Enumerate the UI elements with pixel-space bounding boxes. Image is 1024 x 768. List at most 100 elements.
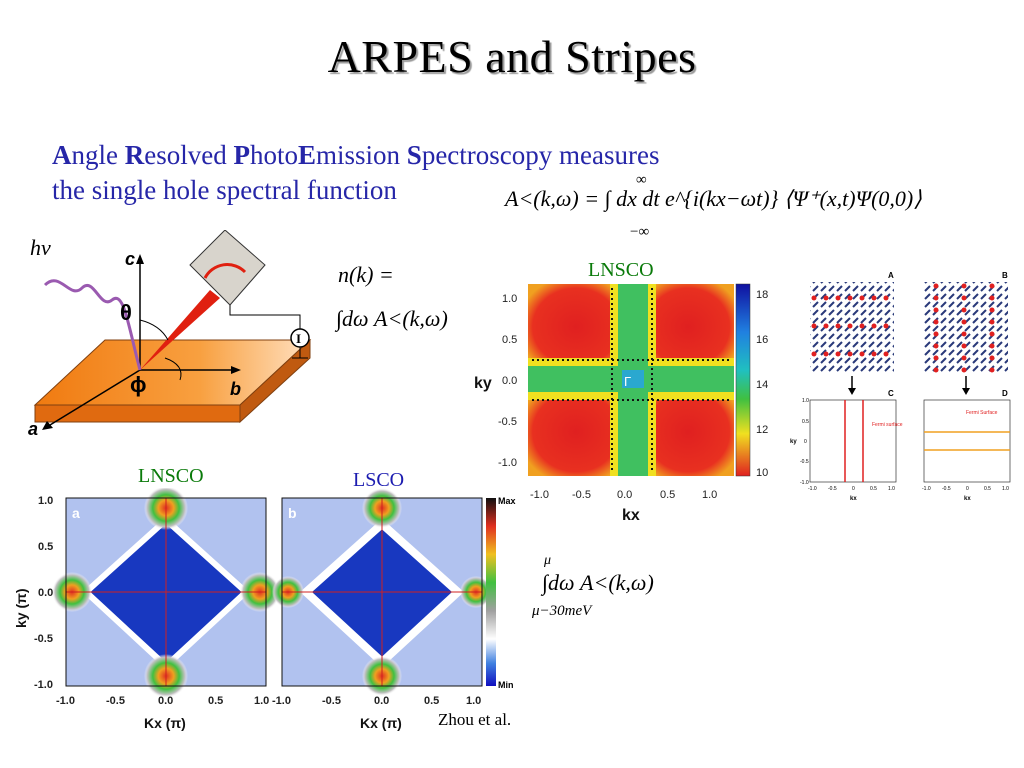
a-axis-label: a (28, 419, 38, 439)
a-axis-arrow (42, 421, 53, 430)
panel-c-ytick: 0 (804, 439, 807, 445)
meter-wire (229, 305, 301, 330)
photoelectron-beam (140, 290, 220, 370)
top-map-ytick: 1.0 (502, 293, 517, 305)
map-quadrant-bl (528, 388, 624, 476)
panel-d-label: D (1002, 389, 1008, 398)
integral-equation: ∫dω A<(k,ω) (542, 570, 654, 595)
lsco-label: LSCO (353, 469, 405, 491)
panel-a-xtick: -0.5 (106, 695, 125, 707)
panel-c-xtick: 1.0 (888, 486, 895, 492)
panel-a-border (65, 497, 267, 687)
bottom-ytick: -0.5 (34, 633, 53, 645)
b-axis-label: b (230, 379, 241, 399)
crystal-front-face (34, 404, 241, 423)
b-axis-arrow (231, 366, 241, 374)
panel-a-xlabel: Kx (π) (144, 715, 186, 731)
colorbar-min: Min (498, 680, 514, 690)
top-map-ytick: 0.5 (502, 334, 517, 346)
panel-c-xtick: -0.5 (828, 486, 837, 492)
panel-a-xtick: 0.0 (158, 695, 173, 707)
panel-b-xlabel: Kx (π) (360, 715, 402, 731)
top-map-xtick: 0.5 (660, 489, 675, 501)
subtitle: Angle Resolved PhotoEmission Spectroscop… (52, 138, 660, 208)
integral-upper-limit: μ (544, 553, 552, 568)
panel-a-xtick: -1.0 (56, 695, 75, 707)
panel-d-xtick: -1.0 (922, 486, 931, 492)
top-map-colorbar (735, 283, 751, 477)
panel-a-holes (811, 295, 889, 357)
nk-equation-line2: ∫dω A<(k,ω) (336, 306, 448, 331)
panel-d-xtick: 0.5 (984, 486, 991, 492)
lnsco-top-label: LNSCO (588, 259, 654, 281)
panel-a-label: A (888, 271, 894, 280)
theta-label: θ (120, 300, 132, 325)
gamma-label: Γ (624, 374, 631, 389)
nk-equation-line1: n(k) = (338, 262, 394, 287)
bottom-ytick: 0.0 (38, 587, 53, 599)
top-map-ytick: -1.0 (498, 457, 517, 469)
map-quadrant-br (642, 388, 734, 476)
panel-c-label: C (888, 389, 894, 398)
arrow-b-d-head (962, 388, 970, 395)
subtitle-line-2: the single hole spectral function (52, 175, 397, 205)
slide-title: ARPES and Stripes (327, 31, 697, 82)
bottom-ytick: -1.0 (34, 679, 53, 691)
panel-c-xtick: 0.5 (870, 486, 877, 492)
phi-arc (164, 357, 182, 381)
bottom-ytick: 1.0 (38, 495, 53, 507)
panel-c-annotation: Fermi surface (872, 422, 903, 428)
lnsco-bottom-label: LNSCO (138, 465, 204, 487)
colorbar-max: Max (498, 496, 516, 506)
top-map-ylabel: ky (474, 375, 492, 392)
photon-label: hν (30, 235, 51, 260)
top-spectral-map: Γ 1.0 0.5 0.0 -0.5 -1.0 -1.0 -0.5 0.0 0.… (474, 283, 768, 524)
bottom-spectral-maps: a b Max Min 1.0 0.5 0.0 -0.5 -1.0 ky (π)… (13, 488, 516, 731)
panel-d-xtick: 0 (966, 486, 969, 492)
analyzer (189, 230, 266, 306)
colorbar-tick: 14 (756, 379, 768, 391)
panel-b-xtick: -0.5 (322, 695, 341, 707)
top-map-xlabel: kx (622, 507, 640, 524)
map-quadrant-tl (528, 284, 624, 370)
crystal-side-face (239, 338, 311, 424)
panel-c-frame (809, 399, 897, 483)
subtitle-line-1: Angle Resolved PhotoEmission Spectroscop… (52, 140, 660, 170)
arpes-geometry-diagram: hν θ ϕ c b a I (28, 230, 312, 439)
colorbar-tick: 12 (756, 424, 768, 436)
top-map-xtick: 1.0 (702, 489, 717, 501)
map-quadrant-tr (642, 284, 734, 370)
panel-a-xtick: 0.5 (208, 695, 223, 707)
panel-b-xtick: 0.5 (424, 695, 439, 707)
top-map-ytick: -0.5 (498, 416, 517, 428)
analyzer-hemisphere (203, 263, 247, 279)
panel-b-border (281, 497, 483, 687)
stripe-model-panels: A B C Fermi surface D Fermi Surface 1.0 … (790, 271, 1011, 502)
bottom-ylabel: ky (π) (13, 588, 29, 628)
spectral-equation-body: A<(k,ω) = ∫ dx dt e^{i(kx−ωt)} ⟨Ψ⁺(x,t)Ψ… (505, 186, 922, 211)
panel-b-holes (933, 283, 995, 373)
top-map-xtick: -0.5 (572, 489, 591, 501)
spectral-lower-limit: −∞ (630, 224, 650, 240)
top-map-xtick: -1.0 (530, 489, 549, 501)
panel-d-xlabel: kx (964, 496, 971, 502)
spectral-equation: A<(k,ω) = ∫ dx dt e^{i(kx−ωt)} ⟨Ψ⁺(x,t)Ψ… (505, 186, 922, 212)
spectral-upper-limit: ∞ (636, 172, 647, 188)
panel-d-annotation: Fermi Surface (966, 410, 998, 416)
panel-c-ylabel: ky (790, 439, 797, 445)
photon-wave (43, 279, 142, 371)
a-axis (49, 369, 141, 426)
panel-c-ytick: -1.0 (800, 480, 809, 486)
phi-label: ϕ (130, 372, 147, 397)
top-map-ytick: 0.0 (502, 375, 517, 387)
colorbar-tick: 18 (756, 289, 768, 301)
panel-a-xtick: 1.0 (254, 695, 269, 707)
map-center (622, 370, 644, 388)
panel-c-ytick: 1.0 (802, 398, 809, 404)
panel-c-xlabel: kx (850, 496, 857, 502)
panel-d-frame (923, 399, 1011, 483)
colorbar-tick: 16 (756, 334, 768, 346)
arrow-a-c-head (848, 388, 856, 395)
theta-arc (139, 319, 169, 341)
panel-b-xtick: 0.0 (374, 695, 389, 707)
